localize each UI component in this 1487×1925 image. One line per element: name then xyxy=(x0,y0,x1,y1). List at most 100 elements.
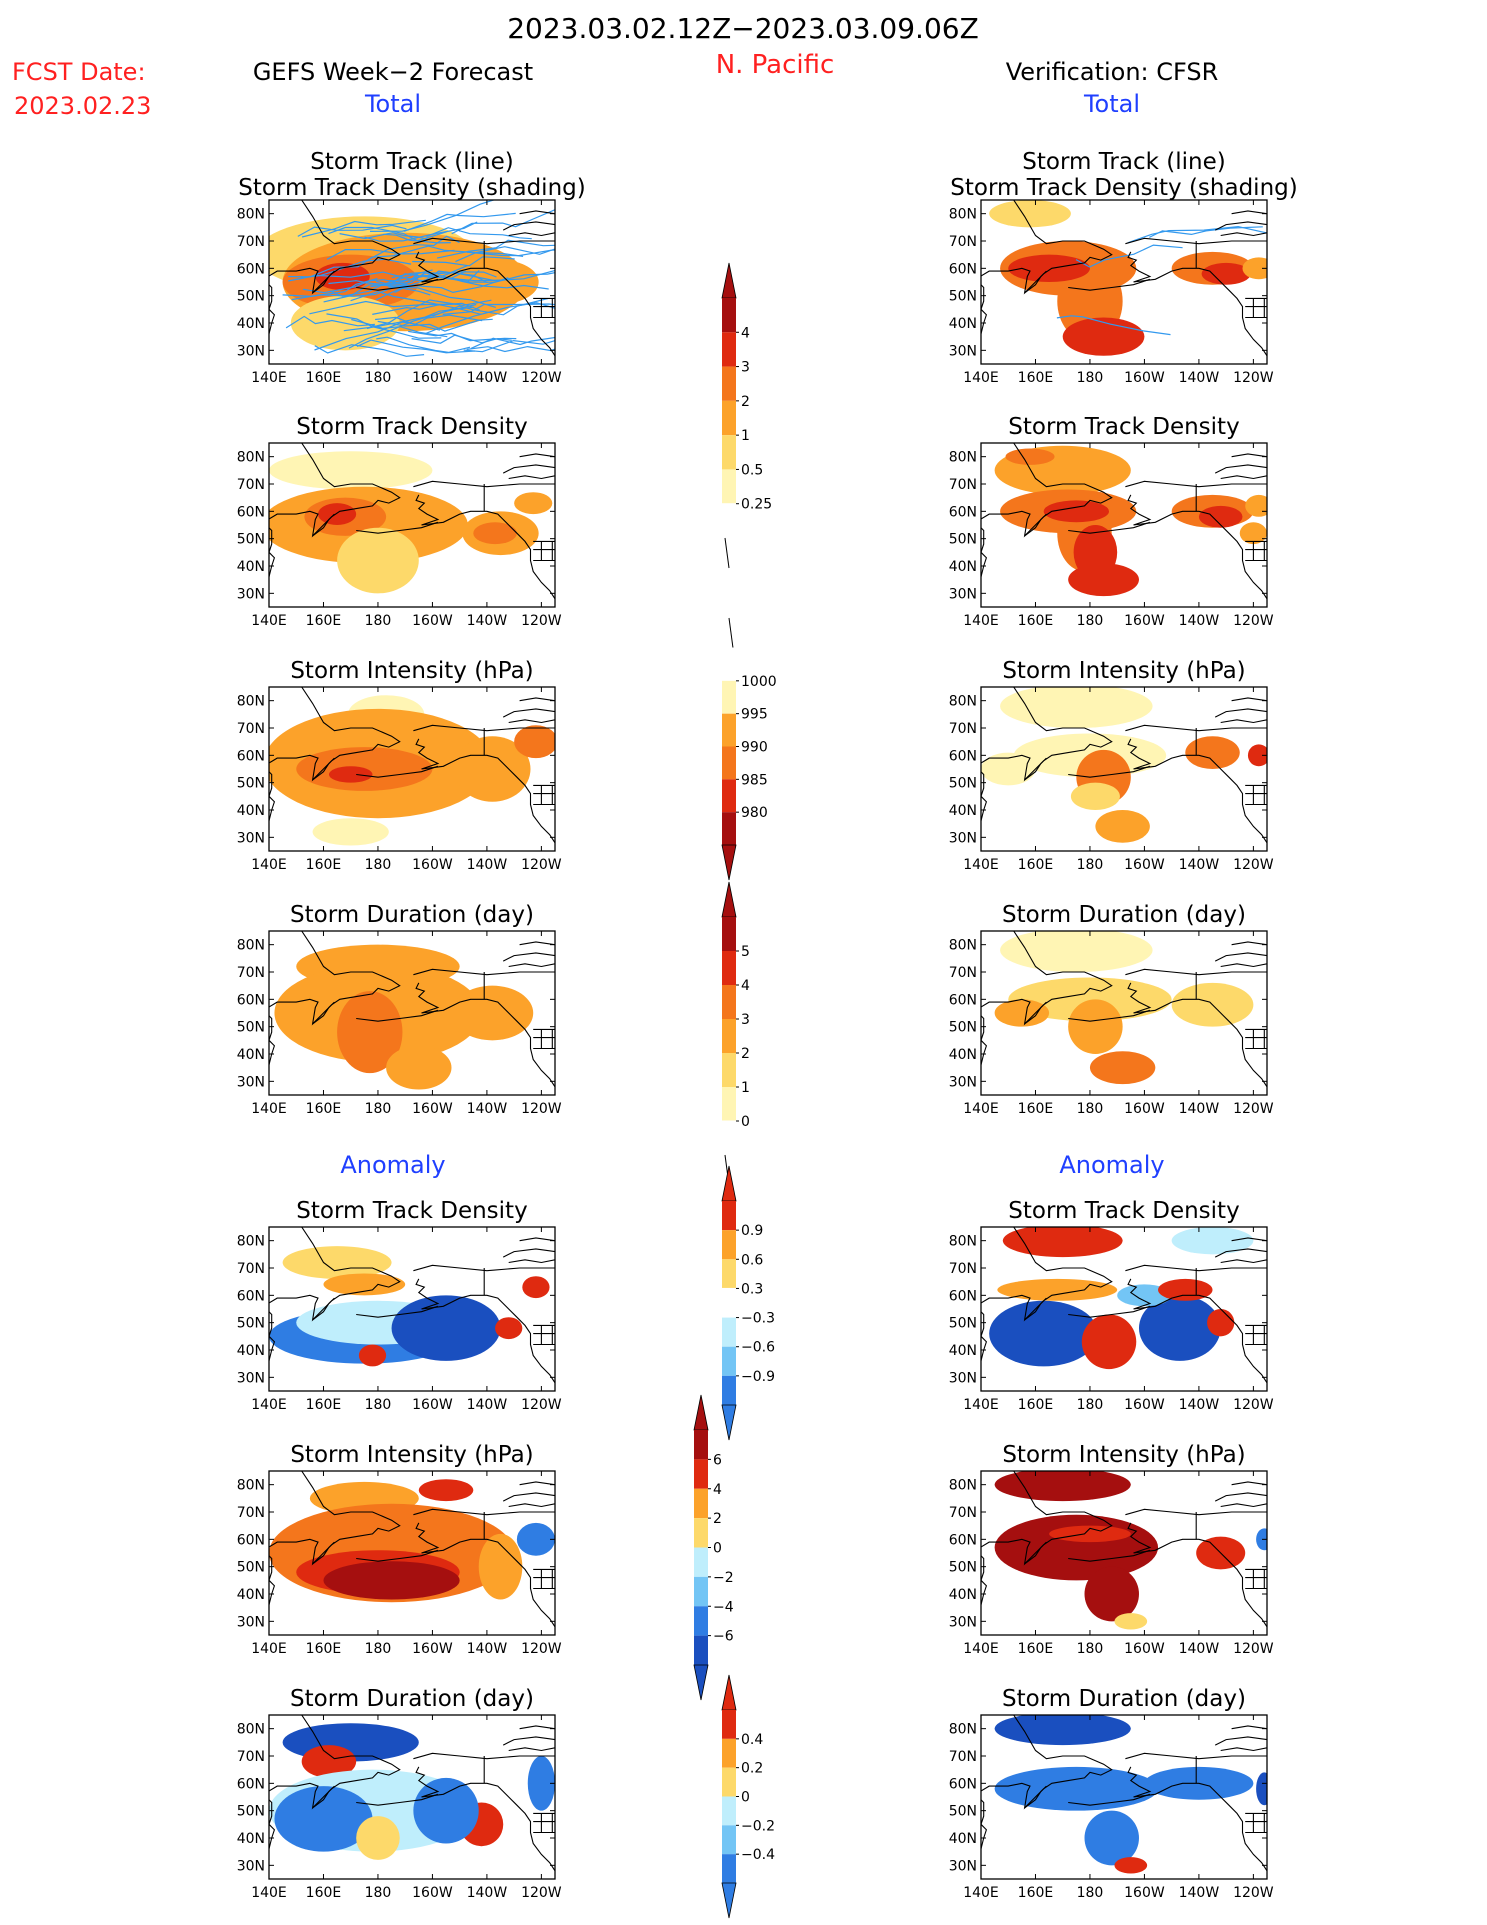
left-panel-1: Storm Track Density 80N 70N 60N 50N 40N 30N 140… xyxy=(237,414,562,629)
colorbar-cell xyxy=(722,746,736,780)
duration-anom-colorbar: 0.4 0.2 0 −0.2 −0.4 xyxy=(721,1674,775,1919)
coastline xyxy=(312,1001,335,1025)
lon-tick-label: 120W xyxy=(521,370,562,386)
coastline xyxy=(312,757,335,781)
coastline xyxy=(981,795,988,822)
right-panel-2: Storm Intensity (hPa) 80N 70N 60N 50N 40N 30N 1… xyxy=(949,658,1274,873)
colorbar-cell xyxy=(694,1518,708,1548)
colorbar-label: 4 xyxy=(713,1482,722,1498)
storm-track-line xyxy=(329,269,433,297)
coastline xyxy=(269,1579,276,1606)
lon-tick-label: 160E xyxy=(306,613,342,629)
panel-title: Storm Intensity (hPa) xyxy=(1002,1442,1245,1468)
map-frame xyxy=(268,1714,556,1880)
lat-tick-label: 30N xyxy=(237,343,265,359)
colorbar-label: 6 xyxy=(713,1452,722,1468)
colorbar-cell xyxy=(722,469,736,504)
shaded-cell xyxy=(478,1533,523,1600)
lat-tick-label: 30N xyxy=(949,830,977,846)
storm-track-line xyxy=(364,221,478,242)
colorbar-cell xyxy=(722,1259,736,1289)
colorbar-label: 0.6 xyxy=(741,1252,763,1268)
lat-tick-label: 30N xyxy=(237,1614,265,1630)
lat-tick-label: 40N xyxy=(237,1587,265,1603)
coastline xyxy=(1125,1264,1267,1272)
lon-tick-label: 140W xyxy=(1179,1885,1220,1901)
coastline xyxy=(413,724,555,732)
coastline xyxy=(356,1549,439,1562)
lon-tick-label: 180 xyxy=(1077,1101,1104,1117)
lat-tick-label: 30N xyxy=(949,1614,977,1630)
coastline xyxy=(1068,278,1151,291)
colorbar-label: 3 xyxy=(741,1012,750,1028)
lat-tick-label: 40N xyxy=(949,1831,977,1847)
lon-tick-label: 140W xyxy=(1179,1641,1220,1657)
coastline xyxy=(1220,475,1267,480)
coastline xyxy=(1068,765,1151,778)
lon-tick-label: 160W xyxy=(412,1885,453,1901)
lat-tick-label: 30N xyxy=(237,1858,265,1874)
colorbar-arrow-top xyxy=(721,881,737,918)
lon-tick-label: 140W xyxy=(1179,1397,1220,1413)
coastline xyxy=(1220,963,1267,968)
coastline xyxy=(1231,941,1267,946)
lon-tick-label: 140E xyxy=(251,1641,287,1657)
lat-tick-label: 50N xyxy=(949,1020,977,1036)
left-panel-3: Storm Duration (day) 80N 70N 60N 50N 40N 30N 14… xyxy=(237,902,562,1117)
shaded-cell xyxy=(1043,500,1110,523)
shaded-cell xyxy=(451,985,534,1041)
coastline xyxy=(1231,697,1267,702)
coastline xyxy=(356,521,439,534)
colorbar-cell xyxy=(722,1230,736,1260)
coastline xyxy=(1127,251,1267,357)
density-colorbar: 4 3 2 1 0.5 0.25 xyxy=(721,262,772,569)
lat-tick-label: 50N xyxy=(237,1560,265,1576)
shaded-cell xyxy=(514,492,553,515)
colorbar-cell xyxy=(722,1375,736,1405)
colorbar-cell xyxy=(722,435,736,470)
lon-tick-label: 160E xyxy=(1018,613,1054,629)
lat-tick-label: 40N xyxy=(237,316,265,332)
lat-tick-label: 30N xyxy=(949,1370,977,1386)
lon-tick-label: 120W xyxy=(521,1885,562,1901)
map-frame xyxy=(268,930,556,1096)
storm-track-line xyxy=(369,200,496,232)
storm-track-line xyxy=(375,314,483,326)
colorbar-cell xyxy=(722,1854,736,1883)
coastline xyxy=(1125,237,1267,245)
colorbar-label: 4 xyxy=(741,325,750,341)
lon-tick-label: 120W xyxy=(1233,1641,1274,1657)
shaded-cell xyxy=(301,1745,357,1778)
storm-track-line xyxy=(470,336,555,349)
storm-track-line xyxy=(301,219,426,238)
coastline xyxy=(1214,1492,1267,1502)
coastline xyxy=(519,697,555,702)
coastline xyxy=(502,1248,555,1258)
lon-tick-label: 140E xyxy=(251,1397,287,1413)
coastline xyxy=(519,453,555,458)
coastline xyxy=(269,1471,401,1581)
colorbar-label: 5 xyxy=(741,944,750,960)
lat-tick-label: 50N xyxy=(237,289,265,305)
coastline xyxy=(415,738,555,844)
lon-tick-label: 120W xyxy=(1233,1397,1274,1413)
lon-tick-label: 180 xyxy=(1077,857,1104,873)
colorbar-label: −4 xyxy=(713,1599,734,1615)
coastline xyxy=(502,952,555,962)
shaded-cell xyxy=(1084,1566,1139,1622)
coastline xyxy=(312,1541,335,1565)
coastline xyxy=(1024,757,1047,781)
coastline xyxy=(1125,480,1267,488)
right-column-title: Verification: CFSR xyxy=(1006,58,1219,86)
shaded-cell xyxy=(989,1300,1099,1367)
colorbar-cell xyxy=(722,812,736,845)
lat-tick-label: 80N xyxy=(237,207,265,223)
lat-tick-label: 80N xyxy=(949,938,977,954)
lon-tick-label: 140W xyxy=(467,370,508,386)
storm-track-line xyxy=(393,245,524,257)
coastline xyxy=(519,1725,555,1730)
coastline xyxy=(356,1305,439,1318)
colorbar-cell xyxy=(722,1087,736,1121)
lon-tick-label: 120W xyxy=(1233,857,1274,873)
coastline xyxy=(413,968,555,976)
